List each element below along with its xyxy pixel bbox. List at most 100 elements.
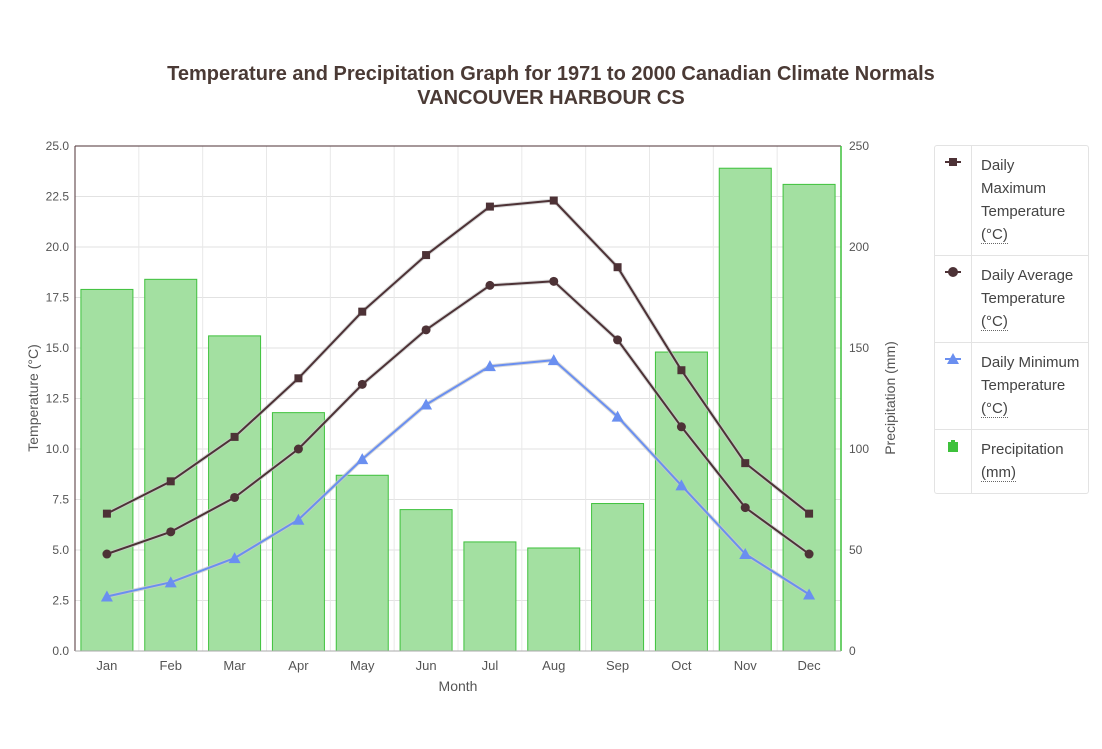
x-tick-label: Aug <box>542 658 565 673</box>
x-tick-label: Jun <box>416 658 437 673</box>
x-tick-label: Jan <box>96 658 117 673</box>
circle-point <box>804 549 814 559</box>
y-left-tick-label: 20.0 <box>46 240 70 254</box>
legend-item-min-temp[interactable]: Daily Minimum Temperature (°C) <box>935 342 1088 429</box>
y-right-tick-label: 100 <box>849 442 869 456</box>
series-line <box>106 359 810 598</box>
x-tick-label: Oct <box>671 658 692 673</box>
circle-point <box>549 276 559 286</box>
square-point <box>805 509 814 518</box>
triangle-point <box>739 548 752 560</box>
temperature-lines <box>100 196 816 602</box>
legend-unit: (°C) <box>981 226 1008 244</box>
triangle-point <box>164 576 177 588</box>
precipitation-bar <box>591 503 645 652</box>
precipitation-bar <box>527 547 581 652</box>
triangle-point <box>803 588 816 600</box>
bar-swatch-icon <box>935 430 972 493</box>
legend-item-precipitation[interactable]: Precipitation (mm) <box>935 429 1088 493</box>
square-point <box>294 374 303 383</box>
triangle-point <box>356 453 369 465</box>
circle-marker-icon <box>935 256 972 342</box>
y-right-tick-label: 150 <box>849 341 869 355</box>
y-left-tick-label: 0.0 <box>52 644 69 658</box>
circle-point <box>293 444 303 454</box>
y-right-tick-label: 0 <box>849 644 856 658</box>
x-tick-label: Feb <box>160 658 182 673</box>
y-axis-right-label: Precipitation (mm) <box>882 341 898 455</box>
y-axis-left-label: Temperature (°C) <box>25 344 41 452</box>
legend-unit: (°C) <box>981 400 1008 418</box>
series-line <box>106 280 810 555</box>
precipitation-bar <box>399 509 453 652</box>
triangle-marker-icon <box>935 343 972 429</box>
triangle-point <box>611 410 624 422</box>
square-point <box>358 307 367 316</box>
y-right-tick-label: 200 <box>849 240 869 254</box>
axes: 0.0 2.5 5.0 7.5 10.0 12.5 15.0 17.5 20.0 22.5 25.0… <box>46 139 870 673</box>
legend-item-max-temp[interactable]: Daily Maximum Temperature (°C) <box>935 146 1088 255</box>
legend-unit: (mm) <box>981 464 1016 482</box>
circle-point <box>166 527 176 537</box>
y-left-tick-label: 2.5 <box>52 594 69 608</box>
square-point <box>166 477 175 486</box>
precipitation-bar <box>782 183 836 652</box>
square-point <box>422 251 431 260</box>
legend-label: Precipitation <box>981 441 1064 458</box>
legend-label: Daily Average Temperature <box>981 267 1074 307</box>
circle-point <box>740 503 750 513</box>
legend-label: Daily Minimum Temperature <box>981 354 1080 394</box>
circle-point <box>485 280 495 290</box>
square-point <box>549 196 558 205</box>
precipitation-bar <box>335 474 389 652</box>
x-tick-label: Jul <box>482 658 499 673</box>
circle-point <box>230 492 240 502</box>
series-line <box>106 199 810 515</box>
y-left-tick-label: 5.0 <box>52 543 69 557</box>
triangle-point <box>675 479 688 491</box>
triangle-point <box>420 398 433 410</box>
y-left-tick-label: 22.5 <box>46 190 70 204</box>
chart-title: Temperature and Precipitation Graph for … <box>0 62 1102 110</box>
y-right-tick-label: 50 <box>849 543 863 557</box>
precipitation-bar <box>718 167 772 652</box>
y-left-tick-label: 25.0 <box>46 139 70 153</box>
chart-subtitle: VANCOUVER HARBOUR CS <box>417 87 685 109</box>
circle-point <box>613 335 623 345</box>
x-tick-label: Mar <box>223 658 246 673</box>
y-left-tick-label: 15.0 <box>46 341 70 355</box>
square-point <box>677 366 686 375</box>
triangle-point <box>547 354 560 366</box>
y-left-tick-label: 7.5 <box>52 493 69 507</box>
legend-item-avg-temp[interactable]: Daily Average Temperature (°C) <box>935 255 1088 342</box>
square-point <box>230 432 239 441</box>
x-tick-label: May <box>350 658 375 673</box>
triangle-point <box>100 590 113 602</box>
circle-point <box>102 549 112 559</box>
precipitation-bar <box>144 278 198 652</box>
y-right-tick-label: 250 <box>849 139 869 153</box>
y-left-tick-label: 17.5 <box>46 291 70 305</box>
y-left-tick-label: 12.5 <box>46 392 70 406</box>
triangle-point <box>292 513 305 525</box>
x-tick-label: Apr <box>288 658 309 673</box>
precipitation-bar <box>463 541 517 652</box>
x-tick-label: Nov <box>734 658 758 673</box>
circle-point <box>357 379 367 389</box>
x-tick-label: Sep <box>606 658 629 673</box>
circle-point <box>421 325 431 335</box>
legend-label: Daily Maximum Temperature <box>981 157 1066 220</box>
square-point <box>613 263 622 272</box>
legend: Daily Maximum Temperature (°C) Daily Ave… <box>934 145 1089 494</box>
y-left-tick-label: 10.0 <box>46 442 70 456</box>
chart-title-line: Temperature and Precipitation Graph for … <box>167 63 935 85</box>
x-tick-label: Dec <box>798 658 822 673</box>
triangle-point <box>483 360 496 372</box>
square-point <box>102 509 111 518</box>
triangle-point <box>228 552 241 564</box>
legend-unit: (°C) <box>981 313 1008 331</box>
circle-point <box>676 422 686 432</box>
square-marker-icon <box>935 146 972 255</box>
square-point <box>741 459 750 468</box>
